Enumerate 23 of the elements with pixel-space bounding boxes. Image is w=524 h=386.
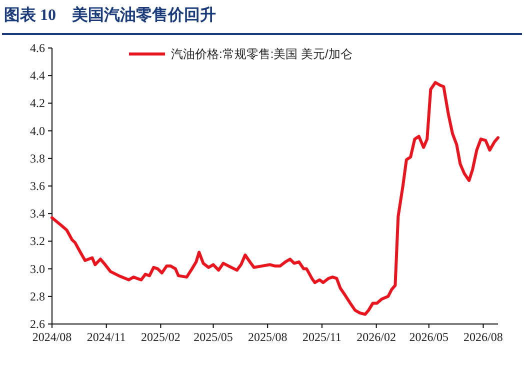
x-tick-label: 2025/11: [302, 330, 342, 344]
y-tick-label: 4.6: [30, 41, 45, 55]
y-tick-label: 4.2: [30, 96, 45, 110]
x-tick-label: 2025/02: [141, 330, 180, 344]
legend-label: 汽油价格:常规零售:美国 美元/加仑: [171, 47, 352, 61]
x-tick-label: 2024/11: [86, 330, 126, 344]
y-tick-label: 3.0: [30, 262, 45, 276]
chart-title: 图表 10 美国汽油零售价回升: [4, 5, 216, 24]
y-tick-label: 2.8: [30, 289, 45, 304]
y-tick-label: 3.6: [30, 179, 45, 193]
x-tick-label: 2024/08: [32, 330, 72, 344]
x-tick-label: 2025/08: [248, 330, 288, 344]
y-tick-label: 4.0: [30, 124, 45, 138]
x-tick-label: 2026/02: [356, 330, 396, 344]
x-tick-label: 2026/05: [409, 330, 449, 344]
line-series: [50, 81, 500, 316]
y-tick-label: 2.6: [30, 317, 45, 331]
x-tick-label: 2026/08: [464, 330, 503, 344]
y-tick-label: 3.2: [30, 234, 45, 248]
y-tick-label: 3.4: [30, 206, 45, 221]
y-tick-label: 4.4: [30, 68, 45, 83]
x-tick-label: 2025/05: [194, 330, 233, 344]
y-tick-label: 3.8: [30, 151, 45, 166]
